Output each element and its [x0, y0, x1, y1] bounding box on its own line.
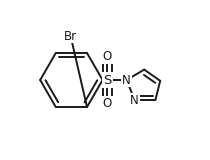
Text: O: O [103, 50, 112, 63]
Text: N: N [122, 73, 131, 87]
Text: N: N [130, 93, 139, 107]
Text: Br: Br [64, 29, 77, 43]
Text: O: O [103, 97, 112, 110]
Text: S: S [103, 73, 112, 87]
